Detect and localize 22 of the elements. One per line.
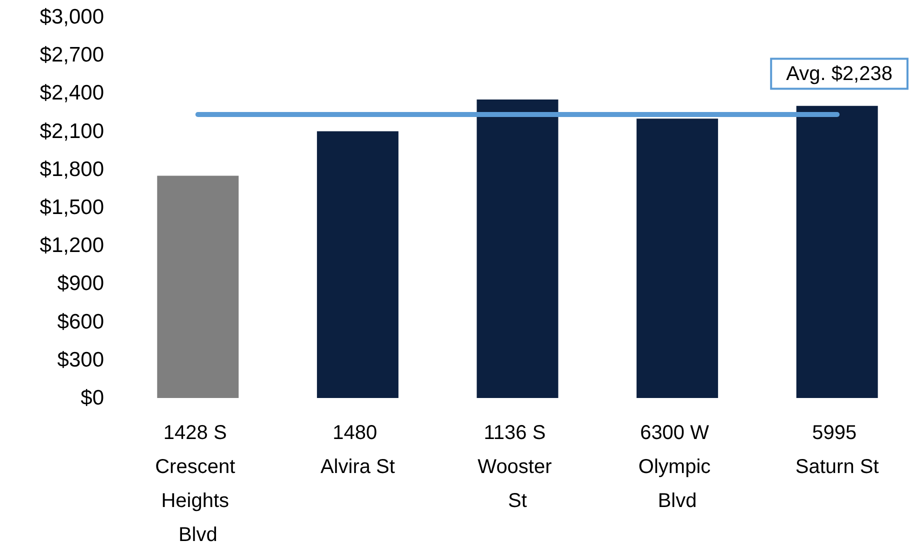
bar: [476, 100, 558, 398]
y-tick-label: $1,800: [40, 158, 104, 181]
x-tick-label: 1428 S Crescent Heights Blvd: [155, 422, 241, 546]
y-tick-label: $900: [57, 272, 104, 296]
y-tick-label: $300: [57, 348, 104, 372]
y-tick-label: $0: [80, 386, 104, 410]
y-tick-label: $600: [57, 310, 104, 334]
ref-line-label: Avg. $2,238: [786, 62, 892, 85]
bar: [157, 176, 239, 398]
bar: [796, 106, 878, 398]
y-tick-label: $2,700: [40, 44, 104, 67]
x-tick-label: 5995 Saturn St: [795, 422, 880, 478]
x-tick-label: 1136 S Wooster St: [478, 422, 558, 512]
y-tick-label: $2,100: [40, 120, 104, 143]
y-tick-label: $1,200: [40, 234, 104, 258]
x-tick-label: 6300 W Olympic Blvd: [638, 422, 716, 512]
y-tick-label: $3,000: [40, 6, 104, 28]
x-tick-label: 1480 Alvira St: [320, 422, 396, 478]
y-tick-label: $2,400: [40, 82, 104, 105]
y-tick-label: $1,500: [40, 196, 104, 219]
bar: [636, 118, 718, 398]
bar: [316, 131, 398, 398]
